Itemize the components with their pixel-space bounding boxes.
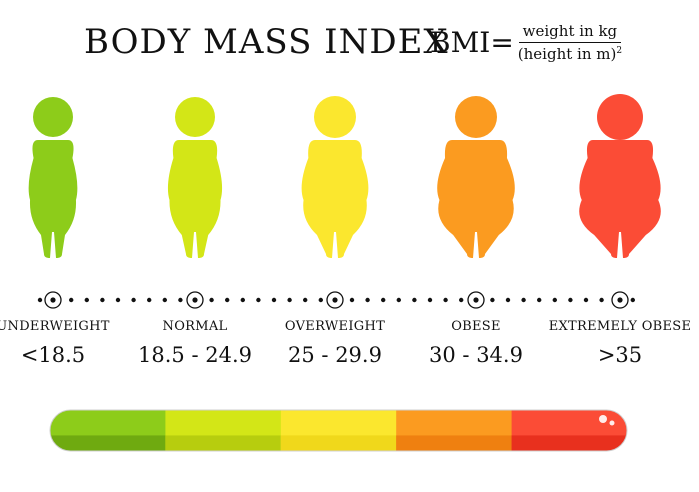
body-figure-obese — [437, 96, 515, 258]
scale-dot — [240, 297, 245, 303]
figure-body — [28, 140, 78, 258]
figure-body — [437, 140, 515, 258]
figure-body — [167, 140, 223, 258]
bmi-formula: BMI= weight in kg (height in m)2 — [430, 14, 622, 70]
figure-head — [314, 96, 356, 138]
formula-denominator-text: (height in m) — [517, 44, 617, 63]
page-title: BODY MASS INDEX — [84, 22, 449, 62]
scale-marker — [326, 291, 344, 309]
figure-body — [301, 140, 369, 258]
scale-dot — [271, 297, 277, 303]
category-range: 30 - 34.9 — [429, 343, 523, 367]
scale-dot — [365, 297, 370, 303]
scale-dot — [349, 297, 355, 303]
formula-equals: = — [490, 25, 514, 59]
scale-dot — [521, 297, 526, 303]
scale-dot — [396, 297, 401, 303]
figure-head — [175, 97, 215, 137]
scale-dot — [100, 297, 105, 303]
scale-dot — [412, 297, 417, 303]
bar-segments — [50, 410, 627, 451]
scale-dot — [318, 297, 323, 303]
body-figure-overweight — [301, 96, 369, 258]
bar-highlight-dot — [609, 420, 615, 426]
scale-dot — [568, 297, 573, 303]
scale-dot — [178, 297, 183, 303]
figure-head — [597, 94, 643, 140]
bar-highlight-dot — [599, 415, 607, 423]
category-range: <18.5 — [20, 343, 86, 367]
bmi-color-bar — [49, 409, 628, 452]
scale-dot — [287, 297, 292, 303]
scale-dot — [147, 297, 152, 303]
scale-dot — [630, 297, 635, 303]
scale-dot — [381, 297, 386, 303]
scale-dot — [303, 297, 308, 303]
category-range: >35 — [597, 343, 643, 367]
figure-head — [33, 97, 73, 137]
scale-marker — [611, 291, 629, 309]
scale-dot — [552, 297, 557, 303]
formula-bmi-text: BMI — [430, 25, 491, 59]
scale-dot — [84, 297, 90, 303]
scale-dot — [69, 297, 74, 303]
formula-lhs: BMI= — [430, 26, 514, 59]
body-figures — [28, 94, 661, 258]
figure-body — [579, 140, 661, 258]
category-label: OVERWEIGHT — [284, 319, 386, 334]
scale-marker — [467, 291, 485, 309]
category-label: EXTREMELY OBESE — [548, 319, 692, 334]
figure-head — [455, 96, 497, 138]
formula-denominator: (height in m)2 — [518, 43, 622, 63]
scale-marker — [44, 291, 62, 309]
scale-marker — [186, 291, 204, 309]
scale-dot — [583, 297, 589, 303]
body-figure-extremely-obese — [579, 94, 661, 258]
category-label: OBESE — [451, 319, 501, 334]
scale-dot — [459, 297, 464, 303]
body-figure-normal — [167, 97, 223, 258]
bar-outline — [49, 409, 628, 452]
scale-dot — [537, 297, 542, 303]
category-range: 18.5 - 24.9 — [138, 343, 252, 367]
scale-dot — [505, 297, 511, 303]
scale-dot — [427, 297, 433, 303]
scale-dot — [209, 297, 214, 303]
bar-segment-shade — [396, 435, 513, 451]
scale-dot — [443, 297, 448, 303]
bar-segment-shade — [511, 435, 627, 451]
scale-dot — [115, 297, 121, 303]
scale-dot — [599, 297, 604, 303]
body-figure-underweight — [28, 97, 78, 258]
scale-dot — [37, 297, 43, 303]
scale-dot — [131, 297, 136, 303]
scale-dot — [490, 297, 495, 303]
category-label: UNDERWEIGHT — [0, 319, 110, 334]
category-range: 25 - 29.9 — [288, 343, 382, 367]
formula-exponent: 2 — [616, 45, 623, 56]
bar-segment-shade — [165, 435, 282, 451]
formula-fraction: weight in kg (height in m)2 — [518, 22, 622, 63]
dotted-scale — [37, 291, 635, 309]
category-label: NORMAL — [162, 319, 228, 334]
bar-segment-shade — [50, 435, 166, 451]
bar-segment-shade — [280, 435, 397, 451]
formula-numerator: weight in kg — [518, 22, 622, 43]
scale-dot — [256, 297, 261, 303]
scale-dot — [162, 297, 167, 303]
scale-dot — [225, 297, 230, 303]
